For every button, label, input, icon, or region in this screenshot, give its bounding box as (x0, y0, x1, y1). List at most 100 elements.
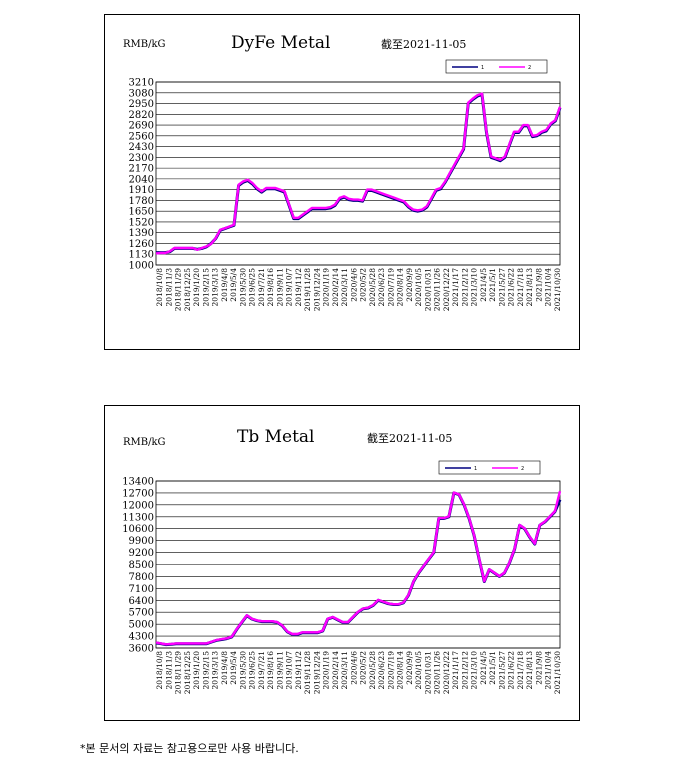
dyfe-x-tick-label: 2020/5/28 (368, 268, 377, 307)
dyfe-plot-area: 1000113012601390152016501780191020402170… (129, 78, 562, 312)
tb-x-tick-label: 2019/10/7 (285, 651, 294, 690)
tb-y-tick-label: 12700 (122, 488, 154, 499)
dyfe-x-tick-label: 2019/1/20 (192, 268, 201, 307)
dyfe-x-tick-label: 2019/4/8 (220, 268, 229, 302)
dyfe-x-tick-label: 2020/10/31 (423, 268, 432, 311)
dyfe-series-2-line (155, 92, 562, 255)
dyfe-y-tick-label: 2690 (129, 121, 154, 132)
tb-y-tick-label: 9200 (129, 548, 154, 559)
tb-y-tick-label: 11300 (122, 512, 154, 523)
dyfe-x-tick-label: 2020/11/26 (433, 268, 442, 311)
tb-x-tick-label: 2020/10/31 (423, 651, 432, 694)
dyfe-x-tick-label: 2019/12/24 (312, 268, 321, 311)
dyfe-unit-label: RMB/kG (123, 39, 166, 50)
dyfe-y-tick-label: 2430 (129, 142, 154, 153)
tb-y-tick-label: 5000 (129, 620, 154, 631)
tb-legend: 1 2 (438, 460, 541, 475)
tb-x-tick-label: 2020/9/9 (405, 651, 414, 685)
dyfe-series-1-line (156, 92, 562, 255)
tb-x-tick-label: 2018/11/3 (164, 651, 173, 690)
tb-x-tick-label: 2021/9/8 (534, 651, 543, 685)
dyfe-x-tick-label: 2021/10/30 (553, 268, 562, 311)
tb-y-tick-label: 13400 (122, 477, 154, 488)
tb-chart-title: Tb Metal (237, 427, 315, 447)
tb-x-tick-label: 2019/7/21 (257, 651, 266, 689)
dyfe-x-tick-label: 2020/9/9 (405, 268, 414, 302)
tb-x-tick-label: 2020/5/28 (368, 651, 377, 690)
dyfe-x-tick-label: 2019/9/11 (275, 268, 284, 306)
tb-x-tick-label: 2019/9/11 (275, 651, 284, 689)
dyfe-x-tick-label: 2021/6/22 (507, 268, 516, 307)
tb-x-tick-label: 2021/3/10 (470, 651, 479, 690)
tb-x-tick-label: 2020/3/11 (340, 651, 349, 689)
tb-x-tick-label: 2021/10/4 (544, 651, 553, 690)
tb-x-tick-label: 2019/2/15 (201, 651, 210, 690)
dyfe-y-tick-label: 1520 (129, 217, 154, 228)
dyfe-x-tick-label: 2019/2/15 (201, 268, 210, 307)
tb-unit-label: RMB/kG (123, 437, 166, 448)
tb-plot-frame (155, 480, 561, 649)
tb-y-tick-label: 6400 (129, 596, 154, 607)
dyfe-y-tick-label: 1260 (129, 239, 154, 250)
tb-plot-area: 3600430050005700640071007800850092009900… (122, 477, 562, 695)
tb-x-tick-label: 2019/4/8 (220, 651, 229, 685)
dyfe-x-tick-label: 2019/10/7 (285, 268, 294, 307)
dyfe-y-tick-label: 2040 (129, 174, 154, 185)
dyfe-chart-panel: RMB/kG DyFe Metal 截至2021-11-05 1 2 1000 1… (104, 14, 580, 350)
tb-x-tick-label: 2021/5/1 (488, 651, 497, 685)
tb-chart: RMB/kG Tb Metal 截至2021-11-05 1 2 3600430… (122, 427, 562, 695)
dyfe-legend-box (445, 59, 548, 74)
tb-x-tick-label: 2021/1/17 (451, 651, 460, 690)
tb-x-tick-label: 2018/12/25 (183, 651, 192, 694)
dyfe-legend-label-2: 2 (528, 65, 531, 71)
tb-x-tick-label: 2019/5/30 (238, 651, 247, 690)
dyfe-x-tick-label: 2020/3/11 (340, 268, 349, 306)
tb-x-tick-label: 2019/11/28 (303, 651, 312, 694)
dyfe-x-tick-label: 2019/6/25 (248, 268, 257, 307)
tb-x-tick-label: 2020/6/23 (377, 651, 386, 690)
dyfe-y-tick-label: 1130 (129, 250, 154, 261)
tb-x-tick-label: 2020/2/14 (331, 651, 340, 690)
tb-y-tick-label: 10600 (122, 524, 154, 535)
dyfe-x-tick-label: 2019/5/30 (238, 268, 247, 307)
dyfe-y-tick-label: 1910 (129, 185, 154, 196)
dyfe-legend: 1 2 (445, 59, 548, 74)
dyfe-y-tick-label: 1650 (129, 207, 154, 218)
dyfe-y-tick-label: 3080 (129, 88, 154, 99)
dyfe-y-tick-label: 1390 (129, 228, 154, 239)
dyfe-x-tick-label: 2021/2/12 (460, 268, 469, 307)
dyfe-x-tick-label: 2018/11/29 (174, 268, 183, 311)
tb-y-tick-label: 7100 (129, 584, 154, 595)
tb-x-tick-label: 2021/4/5 (479, 651, 488, 685)
tb-series-1-line (155, 491, 562, 647)
dyfe-y-tick-label: 2950 (129, 99, 154, 110)
dyfe-x-tick-label: 2019/11/2 (294, 268, 303, 307)
tb-x-tick-label: 2020/1/19 (322, 651, 331, 690)
tb-y-tick-label: 7800 (129, 572, 154, 583)
tb-x-tick-label: 2020/7/19 (386, 651, 395, 690)
dyfe-x-tick-label: 2021/5/27 (497, 268, 506, 307)
dyfe-as-of-date: 截至2021-11-05 (381, 37, 466, 51)
dyfe-legend-label-1: 1 (481, 65, 484, 71)
dyfe-x-tick-label: 2018/10/8 (155, 268, 164, 307)
dyfe-y-tick-label: 2560 (129, 131, 154, 142)
dyfe-x-tick-label: 2020/1/19 (322, 268, 331, 307)
tb-x-tick-label: 2020/4/6 (349, 651, 358, 685)
dyfe-x-tick-label: 2019/5/4 (229, 268, 238, 302)
dyfe-x-tick-label: 2020/5/2 (359, 268, 368, 302)
dyfe-chart: RMB/kG DyFe Metal 截至2021-11-05 1 2 10001… (123, 33, 562, 312)
tb-x-tick-label: 2021/6/22 (507, 651, 516, 690)
dyfe-x-tick-label: 2019/3/13 (211, 268, 220, 307)
dyfe-x-tick-label: 2020/12/22 (442, 268, 451, 311)
tb-x-tick-label: 2021/5/27 (497, 651, 506, 690)
tb-y-tick-label: 12000 (122, 500, 154, 511)
tb-y-tick-label: 9900 (129, 536, 154, 547)
tb-y-tick-label: 4300 (129, 632, 154, 643)
dyfe-x-tick-label: 2019/7/21 (257, 268, 266, 306)
tb-as-of-date: 截至2021-11-05 (367, 431, 452, 445)
dyfe-x-tick-label: 2021/3/10 (470, 268, 479, 307)
dyfe-x-tick-label: 2020/2/14 (331, 268, 340, 307)
tb-x-tick-label: 2019/8/16 (266, 651, 275, 690)
footnote: *본 문서의 자료는 참고용으로만 사용 바랍니다. (80, 742, 299, 755)
tb-x-tick-label: 2020/12/22 (442, 651, 451, 694)
